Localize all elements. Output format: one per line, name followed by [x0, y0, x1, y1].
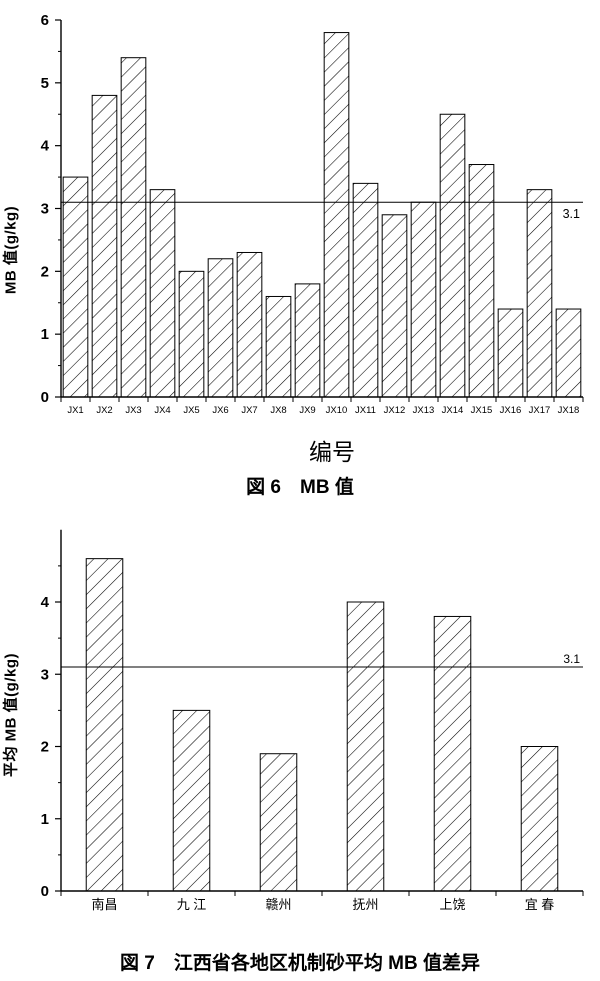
svg-text:赣州: 赣州 [265, 897, 291, 912]
svg-text:3: 3 [41, 666, 49, 683]
svg-text:3: 3 [41, 201, 49, 218]
svg-text:抚州: 抚州 [352, 897, 378, 912]
svg-text:JX5: JX5 [183, 405, 199, 416]
svg-text:2: 2 [41, 739, 49, 756]
svg-text:JX14: JX14 [442, 405, 464, 416]
svg-text:0: 0 [41, 389, 49, 406]
svg-text:1: 1 [41, 326, 49, 343]
svg-text:JX8: JX8 [270, 405, 286, 416]
svg-text:JX6: JX6 [212, 405, 228, 416]
svg-text:JX9: JX9 [299, 405, 315, 416]
svg-text:5: 5 [41, 75, 49, 92]
svg-text:JX2: JX2 [96, 405, 112, 416]
svg-text:南昌: 南昌 [91, 897, 117, 912]
svg-text:JX3: JX3 [125, 405, 141, 416]
svg-text:JX11: JX11 [355, 405, 376, 416]
svg-text:6: 6 [41, 12, 49, 29]
svg-text:4: 4 [41, 594, 50, 611]
svg-text:JX1: JX1 [67, 405, 83, 416]
svg-text:JX12: JX12 [384, 405, 406, 416]
svg-text:3.1: 3.1 [563, 207, 580, 221]
svg-text:JX7: JX7 [241, 405, 257, 416]
svg-text:JX16: JX16 [500, 405, 522, 416]
svg-text:JX13: JX13 [413, 405, 435, 416]
svg-text:0: 0 [41, 883, 49, 900]
svg-text:4: 4 [41, 138, 50, 155]
svg-text:JX18: JX18 [558, 405, 580, 416]
svg-text:1: 1 [41, 811, 49, 828]
svg-text:JX15: JX15 [471, 405, 493, 416]
svg-text:JX17: JX17 [529, 405, 551, 416]
svg-text:宜 春: 宜 春 [525, 897, 555, 912]
svg-text:上饶: 上饶 [439, 897, 465, 912]
svg-text:2: 2 [41, 263, 49, 280]
svg-text:3.1: 3.1 [563, 652, 580, 666]
svg-text:JX4: JX4 [154, 405, 170, 416]
svg-text:JX10: JX10 [326, 405, 348, 416]
svg-text:九 江: 九 江 [177, 897, 207, 912]
